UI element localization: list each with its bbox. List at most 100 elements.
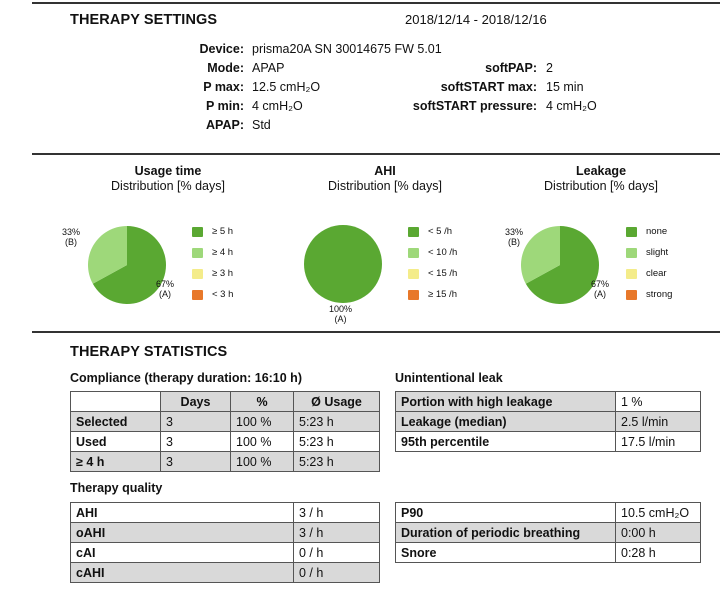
cell: 5:23 h [293, 431, 380, 452]
table-row: P90 10.5 cmH₂O [395, 502, 701, 523]
pie-slice-a [525, 226, 599, 304]
cell: 3 / h [293, 522, 380, 543]
legend-swatch [626, 248, 637, 258]
table-row: Portion with high leakage 1 % [395, 391, 701, 412]
header-cell: Ø Usage [293, 391, 380, 412]
legend-swatch [626, 290, 637, 300]
compliance-table: Days % Ø Usage Selected 3 100 % 5:23 h U… [70, 391, 380, 472]
slice-pct: 33% [62, 227, 81, 237]
cell: 2.5 l/min [615, 411, 701, 432]
header-cell: % [230, 391, 294, 412]
header-cell: Days [160, 391, 231, 412]
table-header-row: Days % Ø Usage [70, 391, 380, 412]
setting-label: P min: [206, 99, 244, 113]
cell: 0 / h [293, 562, 380, 583]
slice-pct: 100% [329, 304, 353, 314]
legend-label: ≥ 15 /h [428, 289, 457, 300]
legend-label: < 5 /h [428, 226, 453, 237]
setting-value: Std [252, 118, 271, 132]
setting-label: softSTART pressure: [412, 99, 537, 113]
legend-label: slight [646, 247, 669, 258]
leakage-pie-chart [521, 226, 599, 304]
ahi-pie-chart [304, 225, 382, 303]
setting-label: softSTART max: [440, 80, 537, 94]
slice-cat: (B) [508, 237, 520, 247]
settings-title: THERAPY SETTINGS [70, 12, 218, 28]
slice-pct: 33% [505, 227, 524, 237]
legend-label: ≥ 3 h [212, 268, 234, 279]
legend-label: ≥ 5 h [212, 226, 234, 237]
cell: 5:23 h [293, 451, 380, 472]
setting-value: APAP [252, 61, 285, 75]
slice-cat: (A) [334, 314, 347, 324]
cell: 3 / h [293, 502, 380, 523]
setting-label: P max: [203, 80, 244, 94]
cell: 5:23 h [293, 411, 380, 432]
pie-slice-b [87, 226, 127, 284]
table-row: ≥ 4 h 3 100 % 5:23 h [70, 451, 380, 472]
usage-slice-label-a: 67% (A) [156, 279, 174, 299]
cell: 3 [160, 451, 231, 472]
legend-label: ≥ 4 h [212, 247, 234, 258]
cell: 0:28 h [615, 542, 701, 563]
row-label: cAI [70, 542, 294, 563]
slice-pct: 67% [156, 279, 175, 289]
legend-swatch [408, 269, 419, 279]
top-divider [32, 2, 720, 4]
usage-chart-subtitle: Distribution [% days] [111, 179, 225, 193]
table-row: cAHI 0 / h [70, 562, 380, 583]
usage-slice-label-b: 33% (B) [62, 227, 80, 247]
table-row: Leakage (median) 2.5 l/min [395, 411, 701, 432]
table-row: AHI 3 / h [70, 502, 380, 523]
pie-slice-a [304, 225, 382, 303]
cell: 0 / h [293, 542, 380, 563]
cell: 17.5 l/min [615, 431, 701, 452]
usage-chart-title: Usage time [134, 164, 202, 178]
row-label: ≥ 4 h [70, 451, 161, 472]
setting-label: Device: [199, 42, 244, 56]
leakage-chart-title: Leakage [575, 164, 627, 178]
row-label: Leakage (median) [395, 411, 616, 432]
cell: 0:00 h [615, 522, 701, 543]
row-label: P90 [395, 502, 616, 523]
ahi-chart-title: AHI [374, 164, 396, 178]
row-label: Selected [70, 411, 161, 432]
slice-cat: (B) [65, 237, 77, 247]
slice-pct: 67% [591, 279, 610, 289]
middle-divider [32, 153, 720, 155]
usage-chart-header: Usage time Distribution [% days] [78, 164, 258, 194]
statistics-title: THERAPY STATISTICS [70, 344, 228, 360]
leak-table: Portion with high leakage 1 % Leakage (m… [395, 391, 701, 452]
lower-divider [32, 331, 720, 333]
row-label: cAHI [70, 562, 294, 583]
cell: 3 [160, 431, 231, 452]
quality-table: AHI 3 / h oAHI 3 / h cAI 0 / h cAHI 0 / … [70, 502, 380, 583]
setting-value: 4 cmH₂O [546, 99, 597, 113]
row-label: 95th percentile [395, 431, 616, 452]
pie-slice-a [92, 226, 166, 304]
row-label: Portion with high leakage [395, 391, 616, 412]
setting-value: prisma20A SN 30014675 FW 5.01 [252, 42, 442, 56]
date-range: 2018/12/14 - 2018/12/16 [405, 12, 547, 27]
legend-swatch [626, 269, 637, 279]
setting-label: Mode: [207, 61, 244, 75]
table-row: Selected 3 100 % 5:23 h [70, 411, 380, 432]
header-cell [70, 391, 161, 412]
slice-cat: (A) [159, 289, 171, 299]
cell: 10.5 cmH₂O [615, 502, 701, 523]
leak-title: Unintentional leak [395, 371, 503, 385]
legend-swatch [408, 290, 419, 300]
legend-swatch [192, 290, 203, 300]
legend-label: < 3 h [212, 289, 234, 300]
pie-slice-b [521, 226, 560, 284]
row-label: oAHI [70, 522, 294, 543]
legend-swatch [192, 248, 203, 258]
setting-label: APAP: [206, 118, 244, 132]
cell: 100 % [230, 431, 294, 452]
quality-title: Therapy quality [70, 481, 163, 495]
legend-swatch [408, 227, 419, 237]
setting-value: 2 [546, 61, 553, 75]
leakage-chart-subtitle: Distribution [% days] [544, 179, 658, 193]
setting-label: softPAP: [485, 61, 537, 75]
cell: 100 % [230, 411, 294, 432]
